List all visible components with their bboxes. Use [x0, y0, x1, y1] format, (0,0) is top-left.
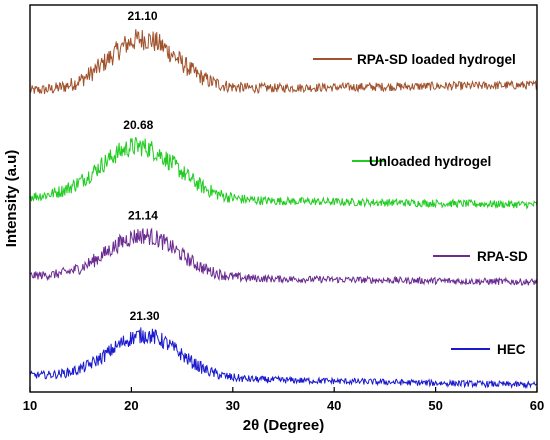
x-tick-label: 20 [124, 398, 138, 413]
legend-label-4: HEC [497, 342, 526, 357]
x-tick-label: 60 [530, 398, 544, 413]
label-layer: 21.10 RPA-SD loaded hydrogel 20.68 Unloaded… [123, 9, 528, 357]
series-line-2 [29, 136, 538, 210]
legend-label-3: RPA-SD [477, 249, 528, 264]
legend-label-1: RPA-SD loaded hydrogel [357, 52, 516, 67]
plot-frame [29, 4, 538, 393]
series-line-1 [29, 29, 538, 95]
series-line-3 [29, 227, 538, 286]
x-tick-label: 40 [327, 398, 341, 413]
x-axis-title: 2θ (Degree) [243, 417, 324, 434]
tick-layer: 10 20 30 40 50 60 [23, 387, 544, 413]
peak-label-3: 21.14 [128, 209, 158, 223]
x-tick-label: 50 [428, 398, 442, 413]
series-layer [29, 29, 538, 390]
y-axis-title: Intensity (a.u) [3, 150, 20, 248]
x-tick-label: 30 [226, 398, 240, 413]
x-tick-label: 10 [23, 398, 37, 413]
legend-label-2: Unloaded hydrogel [369, 154, 491, 169]
peak-label-1: 21.10 [128, 9, 158, 23]
peak-label-4: 21.30 [130, 309, 160, 323]
peak-label-2: 20.68 [123, 118, 153, 132]
series-line-4 [29, 327, 538, 390]
